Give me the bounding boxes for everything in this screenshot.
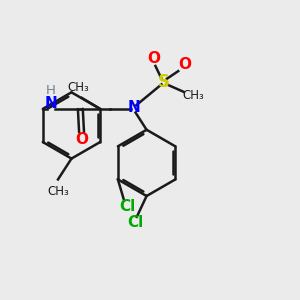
Text: Cl: Cl <box>119 199 135 214</box>
Text: O: O <box>75 132 88 147</box>
Text: O: O <box>147 51 160 66</box>
Text: N: N <box>128 100 141 115</box>
Text: S: S <box>158 73 170 91</box>
Text: N: N <box>44 97 57 112</box>
Text: CH₃: CH₃ <box>47 185 69 198</box>
Text: H: H <box>46 84 56 97</box>
Text: CH₃: CH₃ <box>182 89 204 102</box>
Text: O: O <box>178 57 191 72</box>
Text: Cl: Cl <box>128 215 144 230</box>
Text: CH₃: CH₃ <box>67 81 89 94</box>
